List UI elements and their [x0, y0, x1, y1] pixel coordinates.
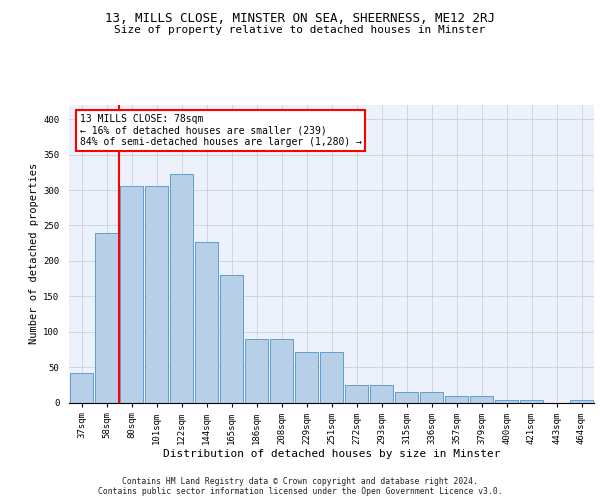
Bar [70, 373, 94, 402]
Bar [470, 396, 493, 402]
Bar [295, 352, 319, 403]
Bar [520, 400, 544, 402]
Bar [320, 352, 343, 403]
Bar [494, 400, 518, 402]
X-axis label: Distribution of detached houses by size in Minster: Distribution of detached houses by size … [163, 450, 500, 460]
Bar [269, 339, 293, 402]
Text: Size of property relative to detached houses in Minster: Size of property relative to detached ho… [115, 25, 485, 35]
Text: 13, MILLS CLOSE, MINSTER ON SEA, SHEERNESS, ME12 2RJ: 13, MILLS CLOSE, MINSTER ON SEA, SHEERNE… [105, 12, 495, 26]
Bar [170, 174, 193, 402]
Bar [445, 396, 469, 402]
Bar [245, 339, 268, 402]
Bar [194, 242, 218, 402]
Bar [395, 392, 418, 402]
Text: 13 MILLS CLOSE: 78sqm
← 16% of detached houses are smaller (239)
84% of semi-det: 13 MILLS CLOSE: 78sqm ← 16% of detached … [79, 114, 361, 147]
Bar [95, 232, 118, 402]
Y-axis label: Number of detached properties: Number of detached properties [29, 163, 39, 344]
Bar [145, 186, 169, 402]
Bar [119, 186, 143, 402]
Bar [569, 400, 593, 402]
Bar [370, 385, 394, 402]
Bar [419, 392, 443, 402]
Bar [220, 275, 244, 402]
Text: Contains HM Land Registry data © Crown copyright and database right 2024.
Contai: Contains HM Land Registry data © Crown c… [98, 476, 502, 496]
Bar [344, 385, 368, 402]
